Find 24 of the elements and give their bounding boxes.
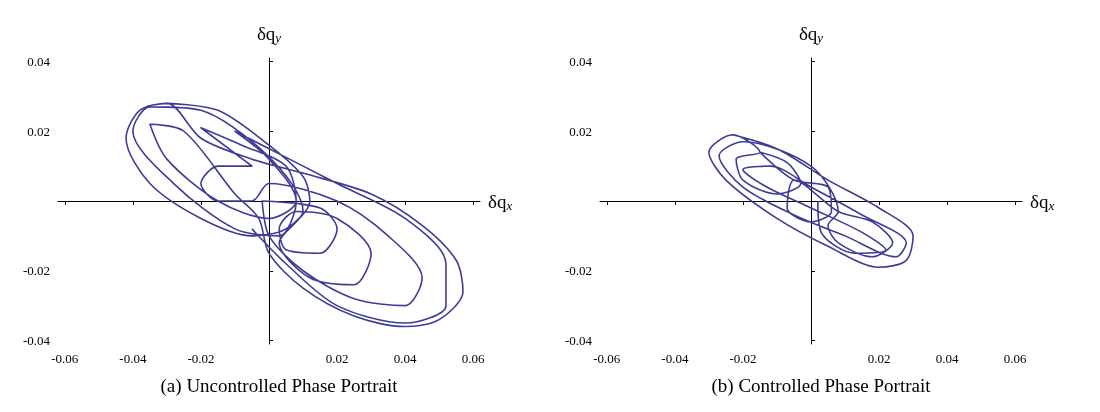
text: (a) Uncontrolled Phase Portrait (160, 375, 399, 397)
x-tick-label: 0.06 (461, 351, 486, 366)
x-tick-label: 0.02 (325, 351, 349, 366)
y-tick-label: -0.02 (564, 263, 592, 279)
y-tick-label: 0.04 (569, 53, 593, 69)
y-tick-label: 0.04 (27, 53, 51, 69)
y-tick-label: -0.04 (22, 333, 51, 349)
x-tick-label: -0.04 (661, 351, 689, 366)
x-tick-label: -0.04 (119, 351, 147, 366)
line-series (125, 102, 464, 328)
x-tick-label: -0.06 (593, 351, 621, 366)
line-series (708, 133, 914, 269)
text: (b) Controlled Phase Portrait (711, 375, 932, 397)
y-tick-label: 0.02 (569, 123, 592, 139)
x-tick-label: 0.04 (935, 351, 959, 366)
x-tick-label: 0.04 (393, 351, 417, 366)
x-tick-label: -0.02 (729, 351, 757, 366)
x-tick-label: 0.02 (867, 351, 891, 366)
y-tick-label: -0.04 (564, 333, 593, 349)
y-tick-label: -0.02 (22, 263, 50, 279)
x-tick-label: 0.06 (1003, 351, 1028, 366)
y-tick-label: 0.02 (27, 123, 50, 139)
x-tick-label: -0.02 (187, 351, 215, 366)
x-tick-label: -0.06 (51, 351, 79, 366)
